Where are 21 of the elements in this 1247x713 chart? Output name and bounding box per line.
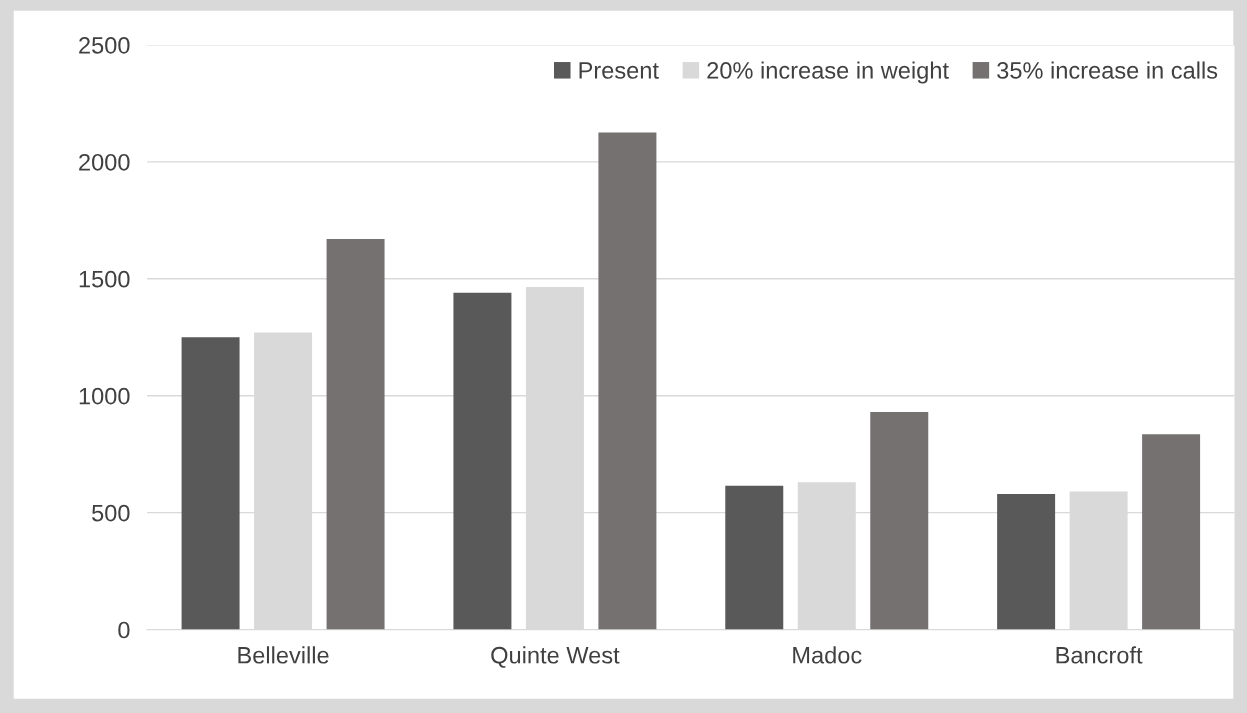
y-tick-label: 1500 [79,270,130,288]
bar [870,412,929,630]
bar [997,493,1056,630]
bar [598,132,657,630]
bar [181,337,240,630]
legend-label: Present [579,62,659,79]
y-tick-label: 0 [118,621,130,639]
x-tick-label: Bancroft [1056,646,1143,664]
y-tick-label: 1000 [79,387,130,405]
x-tick-label: Quinte West [491,646,620,668]
legend-label: 20% increase in weight [707,61,949,84]
x-tick-label: Belleville [238,646,329,664]
x-tick-label: Madoc [793,646,862,664]
bar [1142,434,1201,630]
y-tick-label: 2500 [79,36,130,54]
bar [725,485,784,630]
bar [453,292,512,630]
y-tick-label: 2000 [79,153,130,171]
legend-label: 35% increase in calls [997,61,1218,79]
bar [326,239,385,630]
y-tick-label: 500 [92,504,130,522]
